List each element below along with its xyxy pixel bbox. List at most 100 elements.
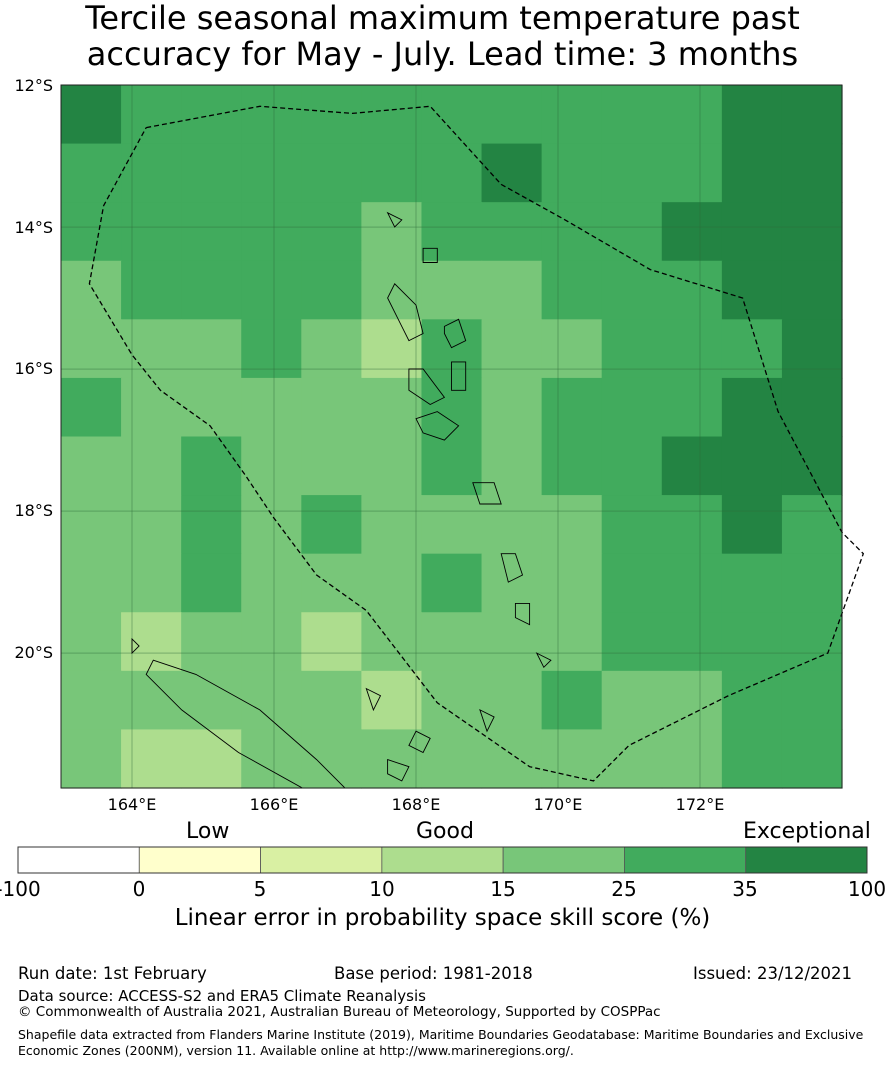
shapefile-credit-line: Shapefile data extracted from Flanders M… <box>18 1027 864 1042</box>
grid-cell <box>181 436 242 496</box>
category-good: Good <box>416 819 474 844</box>
grid-cell <box>301 319 362 379</box>
chart-title: Tercile seasonal maximum temperature pas… <box>0 0 885 72</box>
grid-cell <box>361 377 423 438</box>
colorbar-segment <box>17 846 140 874</box>
grid-cell <box>121 436 182 496</box>
grid-cell <box>361 319 423 379</box>
grid-cell <box>181 260 242 320</box>
grid-cell <box>181 729 242 789</box>
grid-cell <box>481 319 543 379</box>
grid-cell <box>421 670 483 731</box>
grid-cell <box>61 670 122 731</box>
grid-cell <box>601 319 663 379</box>
shapefile-credit-line: Economic Zones (200NM), version 11. Avai… <box>18 1043 574 1058</box>
category-low: Low <box>186 819 230 844</box>
grid-cell <box>61 260 122 320</box>
grid-cell <box>301 260 362 320</box>
colorbar-frame <box>17 846 868 874</box>
grid-cell <box>481 202 543 262</box>
grid-cell <box>241 85 302 145</box>
grid-cell <box>601 260 663 320</box>
grid-cell <box>301 143 362 203</box>
island-outline <box>365 687 382 712</box>
grid-cell <box>601 377 663 438</box>
grid-cell <box>541 495 603 555</box>
grid-cell <box>181 85 242 145</box>
island-outline <box>408 730 431 754</box>
grid-cell <box>241 143 302 203</box>
grid-cell <box>301 495 362 555</box>
grid-cell <box>181 612 242 672</box>
island-outline <box>386 211 403 228</box>
grid-cell <box>421 436 483 496</box>
grid-cell <box>301 553 362 613</box>
grid-cell <box>241 729 302 789</box>
colorbar-segment <box>502 846 625 874</box>
grid-cell <box>601 85 663 145</box>
grid-cell <box>121 495 182 555</box>
grid-cell <box>601 143 663 203</box>
data-source: Data source: ACCESS-S2 and ERA5 Climate … <box>18 987 426 1005</box>
grid-cell <box>781 319 843 379</box>
grid-cell <box>301 670 362 731</box>
grid-cell <box>361 670 423 731</box>
grid-cell <box>421 495 483 555</box>
grid-cell <box>601 436 663 496</box>
grid-cell <box>481 612 543 672</box>
grid-cell <box>661 85 723 145</box>
run-date: Run date: 1st February <box>18 964 207 983</box>
grid-cell <box>301 377 362 438</box>
grid-cell <box>361 85 423 145</box>
map-frame <box>60 84 843 789</box>
grid-cell <box>541 143 603 203</box>
grid-cell <box>721 260 783 320</box>
grid-cell <box>481 729 543 789</box>
copyright: © Commonwealth of Australia 2021, Austra… <box>18 1004 661 1020</box>
grid-cell <box>781 260 843 320</box>
island-outline <box>415 411 460 441</box>
grid-cell <box>481 495 543 555</box>
grid-cell <box>301 436 362 496</box>
colorbar <box>17 846 868 874</box>
colorbar-segment <box>745 846 868 874</box>
grid-cell <box>781 553 843 613</box>
grid-cell <box>781 612 843 672</box>
grid-cell <box>361 612 423 672</box>
grid-cell <box>61 436 122 496</box>
grid-cell <box>361 202 423 262</box>
grid-cell <box>601 202 663 262</box>
grid-cell <box>781 729 843 789</box>
grid-cell <box>121 377 182 438</box>
grid-cell <box>301 612 362 672</box>
grid-cell <box>661 553 723 613</box>
grid-cell <box>241 612 302 672</box>
grid-cell <box>421 143 483 203</box>
grid-cell <box>481 553 543 613</box>
grid-cell <box>421 612 483 672</box>
grid-cell <box>541 319 603 379</box>
grid-cell <box>601 553 663 613</box>
grid-cell <box>121 729 182 789</box>
grid-cell <box>481 260 543 320</box>
grid-cell <box>181 553 242 613</box>
island-outline <box>451 361 467 391</box>
colorbar-tick: 35 <box>732 877 757 900</box>
grid-cell <box>61 495 122 555</box>
lon-tick-label: 168°E <box>392 795 441 814</box>
grid-cell <box>661 377 723 438</box>
grid-cell <box>601 495 663 555</box>
grid-cell <box>61 729 122 789</box>
skill-map: 12°S 14°S 16°S 18°S 20°S 164°E 166°E 168… <box>0 76 885 900</box>
grid-cell <box>241 202 302 262</box>
grid-cell <box>241 670 302 731</box>
colorbar-tick: 10 <box>369 877 394 900</box>
grid-cell <box>721 202 783 262</box>
grid-cell <box>781 436 843 496</box>
colorbar-segment <box>624 846 747 874</box>
grid-cell <box>241 553 302 613</box>
shapefile-credit: Shapefile data extracted from Flanders M… <box>18 1027 878 1059</box>
grid-cell <box>541 612 603 672</box>
grid-cell <box>721 612 783 672</box>
grid-cell <box>181 670 242 731</box>
